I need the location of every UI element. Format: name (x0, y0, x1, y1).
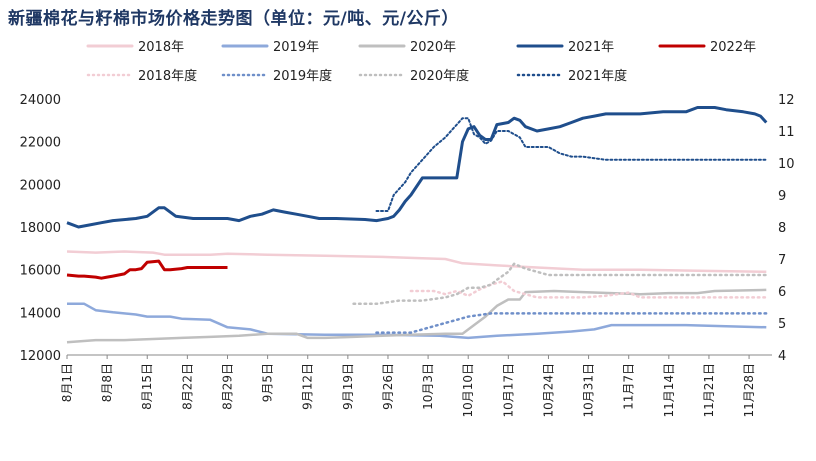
legend-label: 2018年 (138, 40, 184, 55)
plot-area (66, 106, 768, 344)
x-tick-label: 9月12日 (301, 363, 315, 410)
legend-label: 2019年度 (273, 68, 332, 84)
x-tick-label: 9月26日 (381, 363, 395, 410)
series-line (67, 302, 767, 340)
left-tick-label: 16000 (20, 264, 61, 279)
x-tick-label: 8月15日 (140, 363, 154, 410)
legend-label: 2020年度 (410, 68, 469, 84)
right-tick-label: 9 (778, 189, 786, 204)
right-tick-label: 12 (778, 93, 795, 108)
right-tick-label: 11 (778, 125, 795, 140)
x-tick-label: 11月7日 (622, 363, 636, 410)
legend-item: 2018年 (86, 40, 184, 55)
x-tick-label: 8月1日 (60, 363, 74, 402)
right-tick-label: 6 (778, 285, 786, 300)
axes: 12000 14000 16000 18000 20000 22000 24000 4 5 6 7 8… (20, 93, 795, 418)
series-line (375, 117, 768, 212)
x-tick-label: 10月31日 (582, 363, 596, 418)
legend-item: 2020年度 (358, 68, 469, 84)
left-tick-label: 18000 (20, 221, 61, 236)
x-tick-label: 10月3日 (421, 363, 435, 410)
right-tick-label: 10 (778, 157, 795, 172)
legend-label: 2022年 (710, 40, 756, 55)
x-tick-label: 8月29日 (220, 363, 234, 410)
legend-label: 2019年 (273, 40, 319, 55)
legend-item: 2021年度 (516, 68, 627, 84)
series-line (66, 259, 228, 280)
series-line (409, 280, 768, 299)
legend-label: 2021年 (568, 40, 614, 55)
x-tick-label: 10月17日 (501, 363, 515, 418)
right-tick-label: 8 (778, 221, 786, 236)
x-tick-label: 11月21日 (702, 363, 716, 418)
legend-item: 2022年 (658, 40, 756, 55)
right-tick-label: 4 (778, 349, 786, 364)
legend-label: 2020年 (410, 40, 456, 55)
legend: 2018年 2019年 2020年 2021年 2022年 2018年度 2019年度 202… (86, 40, 756, 84)
left-tick-label: 20000 (20, 178, 61, 193)
x-tick-label: 10月24日 (541, 363, 555, 418)
series-line (375, 312, 768, 334)
x-tick-label: 8月8日 (100, 363, 114, 402)
x-tick-label: 10月10日 (461, 363, 475, 418)
left-tick-label: 14000 (20, 306, 61, 321)
legend-item: 2020年 (358, 40, 456, 55)
left-tick-label: 22000 (20, 136, 61, 151)
legend-item: 2019年度 (221, 68, 332, 84)
legend-label: 2021年度 (568, 68, 627, 84)
legend-item: 2019年 (221, 40, 319, 55)
x-tick-label: 8月22日 (180, 363, 194, 410)
left-tick-label: 24000 (20, 93, 61, 108)
right-tick-label: 5 (778, 317, 786, 332)
x-tick-label: 11月14日 (662, 363, 676, 418)
legend-label: 2018年度 (138, 68, 197, 84)
right-tick-label: 7 (778, 253, 786, 268)
x-tick-label: 11月28日 (742, 363, 756, 418)
series-line (66, 250, 767, 274)
chart-title: 新疆棉花与籽棉市场价格走势图（单位：元/吨、元/公斤） (8, 9, 459, 29)
x-tick-label: 9月5日 (261, 363, 275, 402)
left-tick-label: 12000 (20, 349, 61, 364)
legend-item: 2021年 (516, 40, 614, 55)
series-line (66, 106, 768, 229)
legend-item: 2018年度 (86, 68, 197, 84)
series-line (352, 262, 768, 306)
x-tick-label: 9月19日 (341, 363, 355, 410)
